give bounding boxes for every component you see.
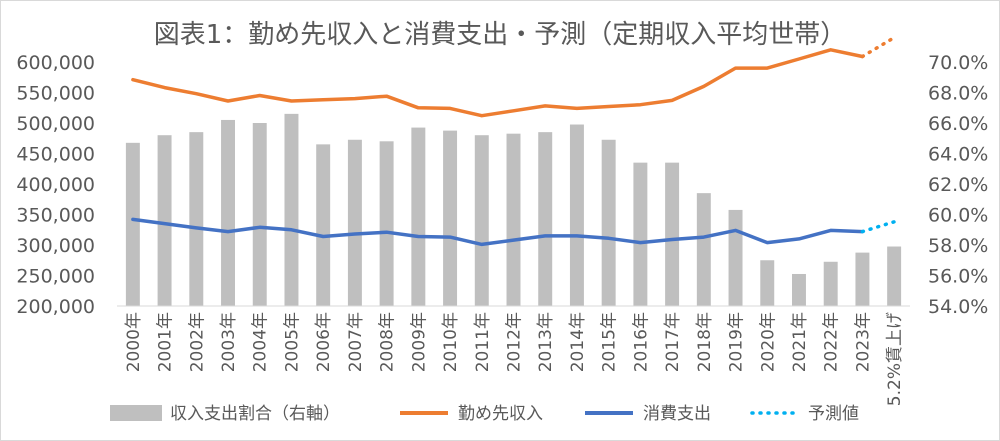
legend-swatch xyxy=(110,405,162,421)
bar xyxy=(125,142,140,306)
y-right-tick-label: 60.0% xyxy=(928,205,988,227)
x-tick-label: 5.2%賃上げ xyxy=(885,312,905,406)
bar xyxy=(696,193,711,306)
x-tick-label: 2019年 xyxy=(727,312,747,372)
series-line xyxy=(131,48,865,118)
x-tick-label: 2023年 xyxy=(853,312,873,372)
x-tick-label: 2022年 xyxy=(822,312,842,372)
x-tick-label: 2008年 xyxy=(378,312,398,372)
y-right-tick-label: 56.0% xyxy=(928,266,988,288)
x-tick-label: 2005年 xyxy=(282,312,302,372)
bar xyxy=(506,133,521,306)
y-right-tick-label: 64.0% xyxy=(928,144,988,166)
y-right-tick-label: 58.0% xyxy=(928,235,988,257)
x-tick-label: 2004年 xyxy=(251,312,271,372)
x-tick-label: 2020年 xyxy=(758,312,778,372)
bar xyxy=(443,130,458,306)
x-tick-label: 2012年 xyxy=(505,312,525,372)
bar xyxy=(157,135,172,306)
y-left-tick-label: 250,000 xyxy=(16,266,95,288)
x-tick-label: 2000年 xyxy=(124,312,144,372)
y-left-tick-label: 600,000 xyxy=(16,52,95,74)
forecast-line xyxy=(860,35,896,59)
x-tick-label: 2009年 xyxy=(409,312,429,372)
forecast-line xyxy=(860,220,896,234)
bar xyxy=(189,132,204,306)
y-left-tick-label: 450,000 xyxy=(16,144,95,166)
y-left-tick-label: 400,000 xyxy=(16,174,95,196)
y-left-tick-label: 500,000 xyxy=(16,113,95,135)
legend-label: 予測値 xyxy=(808,404,859,424)
y-left-tick-label: 300,000 xyxy=(16,235,95,257)
legend-label: 収入支出割合（右軸） xyxy=(170,404,340,424)
x-tick-label: 2018年 xyxy=(695,312,715,372)
bar xyxy=(601,139,616,306)
x-tick-label: 2007年 xyxy=(346,312,366,372)
y-right-tick-label: 70.0% xyxy=(928,52,988,74)
bar xyxy=(569,124,584,307)
x-tick-label: 2010年 xyxy=(441,312,461,372)
y-right-tick-label: 68.0% xyxy=(928,83,988,105)
x-tick-label: 2015年 xyxy=(600,312,620,372)
bar xyxy=(538,132,553,306)
x-tick-label: 2017年 xyxy=(663,312,683,372)
x-tick-label: 2016年 xyxy=(631,312,651,372)
series-line xyxy=(131,217,865,247)
x-tick-label: 2013年 xyxy=(536,312,556,372)
bar xyxy=(887,246,902,306)
bar xyxy=(728,209,743,306)
bar xyxy=(221,119,235,306)
bar xyxy=(665,162,680,306)
bar xyxy=(347,139,362,306)
x-tick-label: 2006年 xyxy=(314,312,334,372)
bar xyxy=(252,123,267,306)
bar xyxy=(633,162,648,306)
x-tick-label: 2001年 xyxy=(156,312,176,372)
bar xyxy=(855,252,870,306)
bar xyxy=(474,135,489,306)
bar xyxy=(760,260,775,306)
y-left-tick-label: 200,000 xyxy=(16,296,95,318)
y-right-tick-label: 62.0% xyxy=(928,174,988,196)
bar xyxy=(284,113,299,306)
y-right-tick-label: 66.0% xyxy=(928,113,988,135)
legend-label: 勤め先収入 xyxy=(458,404,543,424)
y-left-tick-label: 550,000 xyxy=(16,83,95,105)
bar xyxy=(379,141,394,306)
legend-label: 消費支出 xyxy=(643,404,711,424)
bar xyxy=(823,261,838,306)
chart-title: 図表1：勤め先収入と消費支出・予測（定期収入平均世帯） xyxy=(154,20,847,50)
x-tick-label: 2002年 xyxy=(187,312,207,372)
bar xyxy=(411,127,426,306)
x-tick-label: 2011年 xyxy=(473,312,493,372)
x-tick-label: 2014年 xyxy=(568,312,588,372)
bar xyxy=(792,273,806,306)
bar xyxy=(316,144,331,306)
x-tick-label: 2021年 xyxy=(790,312,810,372)
y-left-tick-label: 350,000 xyxy=(16,205,95,227)
x-tick-label: 2003年 xyxy=(219,312,239,372)
y-right-tick-label: 54.0% xyxy=(928,296,988,318)
